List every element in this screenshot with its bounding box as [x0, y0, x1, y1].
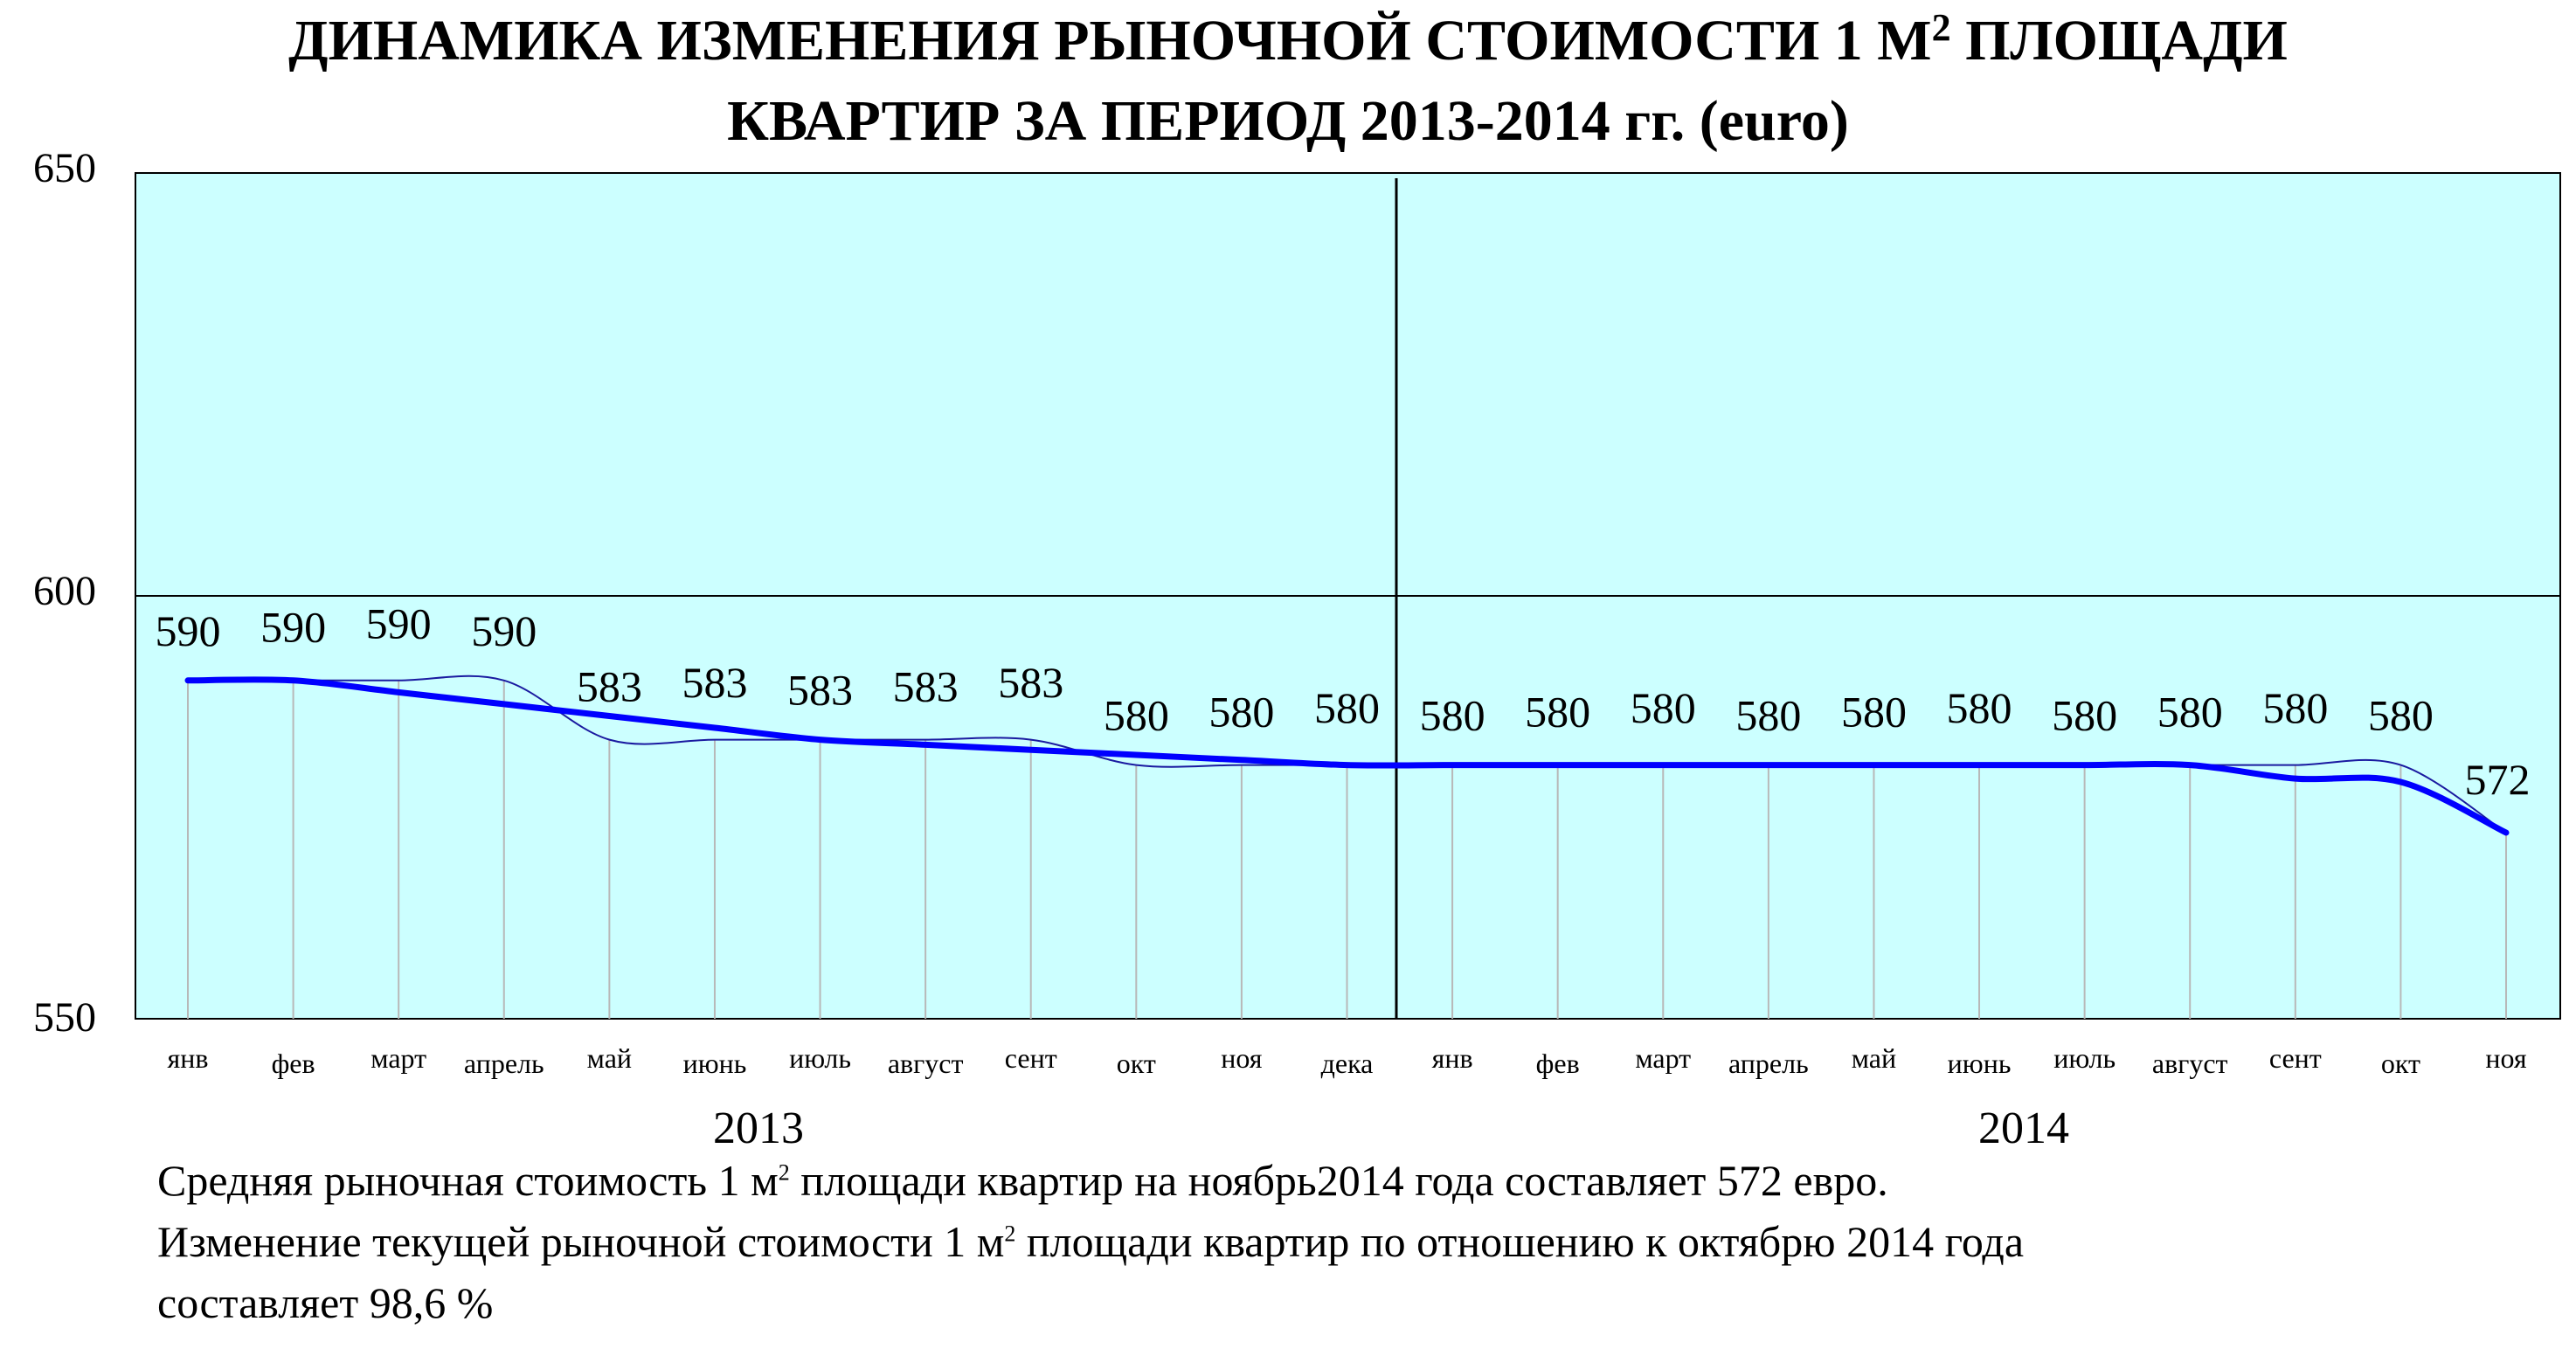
summary-line-1-text: Средняя рыночная стоимость 1 м: [157, 1156, 779, 1205]
data-label: 583: [682, 658, 747, 707]
chart-title-line-1-main: ДИНАМИКА ИЗМЕНЕНИЯ РЫНОЧНОЙ СТОИМОСТИ 1 …: [288, 9, 1931, 73]
chart-title-line-1-end: ПЛОЩАДИ: [1951, 9, 2288, 73]
data-label: 583: [893, 661, 959, 710]
data-label: 590: [366, 598, 432, 647]
x-tick-label: июль: [789, 1042, 851, 1074]
summary-line-1-superscript: 2: [778, 1159, 790, 1186]
x-tick-label: май: [1852, 1042, 1896, 1074]
data-label: 590: [156, 606, 221, 655]
x-tick-label: сент: [2269, 1042, 2322, 1074]
data-label: 580: [1420, 691, 1485, 740]
series-lines: [184, 675, 2510, 836]
series-line-trend: [184, 676, 2510, 836]
data-label: 583: [998, 658, 1063, 707]
x-tick-label: июнь: [1948, 1048, 2012, 1079]
x-tick-label: март: [1635, 1042, 1691, 1074]
chart-title-line-1: ДИНАМИКА ИЗМЕНЕНИЯ РЫНОЧНОЙ СТОИМОСТИ 1 …: [288, 6, 2288, 73]
data-label: 590: [260, 603, 326, 652]
summary-line-1: Средняя рыночная стоимость 1 м2 площади …: [157, 1150, 2517, 1211]
x-tick-label: фев: [1536, 1048, 1580, 1079]
x-tick-label: фев: [272, 1048, 315, 1079]
data-label: 580: [1947, 683, 2012, 732]
summary-line-2-text-end: площади квартир по отношению к октябрю 2…: [1015, 1217, 2025, 1266]
drop-lines: [187, 680, 2507, 1019]
data-label: 580: [2052, 691, 2117, 740]
x-tick-label: дека: [1321, 1048, 1374, 1079]
x-tick-label: апрель: [464, 1048, 544, 1079]
x-tick-label: янв: [168, 1042, 209, 1074]
summary-line-1-text-end: площади квартир на ноябрь2014 года соста…: [789, 1156, 1888, 1205]
data-label: 580: [1314, 683, 1380, 732]
x-tick-label: август: [888, 1048, 964, 1079]
chart-title-line-2: КВАРТИР ЗА ПЕРИОД 2013-2014 гг. (euro): [727, 89, 1849, 153]
summary-line-2-text: Изменение текущей рыночной стоимости 1 м: [157, 1217, 1005, 1266]
x-tick-label: сент: [1005, 1042, 1057, 1074]
x-tick-label: янв: [1432, 1042, 1473, 1074]
data-label: 580: [2368, 691, 2434, 740]
summary-line-2: Изменение текущей рыночной стоимости 1 м…: [157, 1211, 2517, 1272]
y-tick-550: 550: [33, 994, 96, 1041]
summary-line-3: составляет 98,6 %: [157, 1278, 494, 1327]
x-tick-label: март: [370, 1042, 426, 1074]
summary-line-2-superscript: 2: [1004, 1221, 1016, 1247]
data-label: 583: [787, 666, 853, 715]
year-label-2013: 2013: [713, 1103, 804, 1153]
data-label: 580: [1104, 691, 1169, 740]
data-label: 580: [1525, 687, 1590, 736]
data-label: 580: [2262, 683, 2328, 732]
data-label: 583: [577, 661, 642, 710]
data-label: 590: [471, 606, 537, 655]
y-tick-600: 600: [33, 568, 96, 614]
data-label: 580: [1841, 687, 1907, 736]
x-tick-label: август: [2152, 1048, 2228, 1079]
x-tick-label: окт: [2381, 1048, 2420, 1079]
x-tick-label: ноя: [1221, 1042, 1263, 1074]
x-tick-label: июль: [2053, 1042, 2116, 1074]
x-tick-label: окт: [1117, 1048, 1156, 1079]
data-label: 580: [1735, 691, 1801, 740]
data-label: 572: [2465, 755, 2531, 804]
y-tick-650: 650: [33, 145, 96, 191]
data-label: 580: [1208, 687, 1274, 736]
year-label-2014: 2014: [1978, 1103, 2069, 1153]
x-tick-label: июнь: [683, 1048, 747, 1079]
month-labels: янв фев март апрель май июнь июль август сент окт…: [168, 1042, 2527, 1079]
chart-title-superscript: 2: [1932, 6, 1951, 49]
data-label: 580: [1631, 683, 1696, 732]
data-labels: 590 590 590 590 583 583 583 583 583 580 580 580 580 5…: [156, 598, 2531, 803]
data-label: 580: [2157, 687, 2223, 736]
x-tick-label: май: [587, 1042, 632, 1074]
summary-text: Средняя рыночная стоимость 1 м2 площади …: [157, 1150, 2517, 1333]
x-tick-label: апрель: [1728, 1048, 1809, 1079]
x-tick-label: ноя: [2485, 1042, 2527, 1074]
